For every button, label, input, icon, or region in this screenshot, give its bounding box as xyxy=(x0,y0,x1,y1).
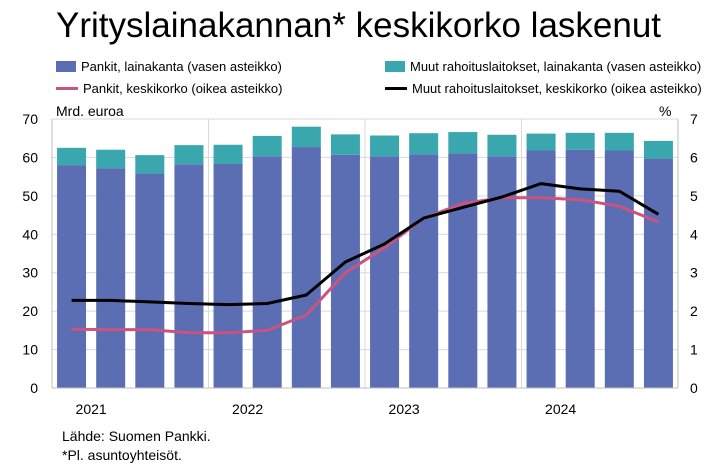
bar-other-stock xyxy=(252,135,282,157)
legend-swatch-other-stock xyxy=(385,61,405,72)
source-note: Lähde: Suomen Pankki. xyxy=(62,428,211,444)
bar-other-stock xyxy=(604,132,634,151)
bar-other-stock xyxy=(213,144,243,164)
chart-title: Yrityslainakannan* keskikorko laskenut xyxy=(56,6,662,45)
line-series xyxy=(71,182,660,335)
bar-banks-stock xyxy=(643,158,673,388)
bar-other-stock xyxy=(135,155,165,174)
legend-swatch-banks-stock xyxy=(56,61,76,72)
bar-banks-stock xyxy=(604,150,634,388)
right-tick-label: 6 xyxy=(690,149,698,165)
left-tick-label: 70 xyxy=(22,111,38,127)
right-tick-label: 4 xyxy=(690,226,698,242)
legend-label-banks-stock: Pankit, lainakanta (vasen asteikko) xyxy=(81,59,282,74)
bar-banks-stock xyxy=(213,163,243,388)
bar-banks-stock xyxy=(409,154,439,388)
bar-banks-stock xyxy=(370,156,400,388)
bar-banks-stock xyxy=(565,149,595,388)
left-tick-label: 10 xyxy=(22,342,38,358)
left-tick-label: 0 xyxy=(30,380,38,396)
bar-other-stock xyxy=(643,140,673,159)
x-tick-label: 2022 xyxy=(232,401,263,417)
x-tick-label: 2021 xyxy=(76,401,107,417)
legend-swatch-banks-rate xyxy=(56,87,78,90)
legend-swatch-other-rate xyxy=(385,87,407,90)
line-other-rate xyxy=(71,182,660,307)
legend-label-other-rate: Muut rahoituslaitokset, keskikorko (oike… xyxy=(412,81,702,96)
bar-banks-stock xyxy=(448,153,478,388)
right-tick-label: 5 xyxy=(690,188,698,204)
bar-banks-stock xyxy=(252,156,282,388)
left-axis-unit: Mrd. euroa xyxy=(56,103,124,119)
footnote: *Pl. asuntoyhteisöt. xyxy=(62,447,182,463)
bar-other-stock xyxy=(565,132,595,150)
bar-banks-stock xyxy=(487,156,517,388)
bar-other-stock xyxy=(409,133,439,155)
axes xyxy=(51,119,679,389)
bar-series xyxy=(57,126,673,388)
right-axis-unit: % xyxy=(659,103,672,119)
legend-banks-stock: Pankit, lainakanta (vasen asteikko) xyxy=(56,59,282,74)
x-tick-label: 2024 xyxy=(545,401,576,417)
bar-banks-stock xyxy=(57,165,87,388)
bar-banks-stock xyxy=(526,150,556,388)
legend-banks-rate: Pankit, keskikorko (oikea asteikko) xyxy=(56,81,282,96)
left-tick-label: 50 xyxy=(22,188,38,204)
x-tick-label: 2023 xyxy=(389,401,420,417)
legend-other-rate: Muut rahoituslaitokset, keskikorko (oike… xyxy=(385,81,702,96)
bar-other-stock xyxy=(57,147,87,166)
bar-other-stock xyxy=(487,134,517,157)
bar-other-stock xyxy=(526,133,556,151)
right-tick-label: 1 xyxy=(690,342,698,358)
bar-other-stock xyxy=(96,149,126,169)
left-tick-label: 40 xyxy=(22,226,38,242)
left-tick-label: 30 xyxy=(22,265,38,281)
legend-label-other-stock: Muut rahoituslaitokset, lainakanta (vase… xyxy=(410,59,702,74)
right-tick-label: 3 xyxy=(690,265,698,281)
legend-other-stock: Muut rahoituslaitokset, lainakanta (vase… xyxy=(385,59,701,74)
legend-label-banks-rate: Pankit, keskikorko (oikea asteikko) xyxy=(83,81,283,96)
left-tick-label: 20 xyxy=(22,303,38,319)
bar-banks-stock xyxy=(135,173,165,388)
bar-other-stock xyxy=(448,132,478,154)
bar-other-stock xyxy=(291,126,321,148)
right-tick-label: 2 xyxy=(690,303,698,319)
bar-other-stock xyxy=(370,135,400,157)
bar-other-stock xyxy=(330,134,360,155)
bar-banks-stock xyxy=(291,147,321,388)
right-tick-label: 0 xyxy=(690,380,698,396)
bar-banks-stock xyxy=(174,164,204,388)
left-tick-label: 60 xyxy=(22,149,38,165)
line-banks-rate xyxy=(71,196,659,335)
tick-labels: 0 10 20 30 40 50 60 70 0 1 2 3 4 5 6 7 2021 2022 2023 2024 xyxy=(22,111,698,417)
bar-banks-stock xyxy=(96,168,126,388)
bar-other-stock xyxy=(174,145,204,165)
right-tick-label: 7 xyxy=(690,111,698,127)
